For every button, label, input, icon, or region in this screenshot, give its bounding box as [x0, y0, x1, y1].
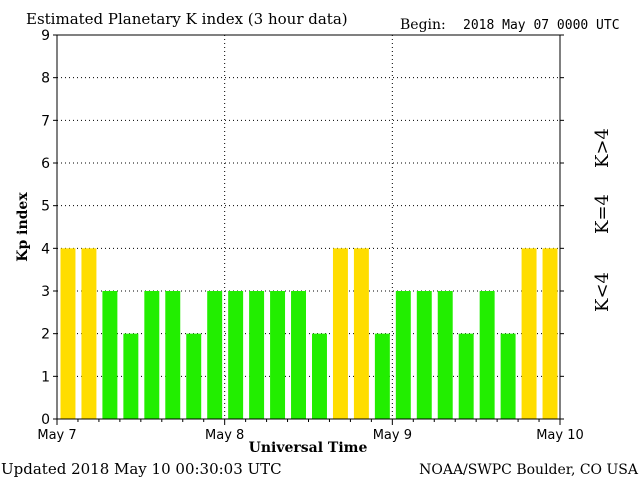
y-tick-label: 5 — [41, 199, 50, 215]
legend-low: K<4 — [592, 272, 613, 312]
legend-high: K>4 — [592, 128, 613, 168]
kp-bar — [144, 291, 160, 419]
kp-bar — [249, 291, 265, 419]
kp-bar — [228, 291, 244, 419]
kp-bar — [458, 333, 474, 419]
legend-mid: K=4 — [592, 194, 613, 234]
kp-bar — [395, 291, 411, 419]
kp-bar — [81, 248, 97, 419]
kp-bar — [332, 248, 348, 419]
y-tick-label: 6 — [41, 156, 50, 172]
chart-title: Estimated Planetary K index (3 hour data… — [26, 10, 348, 28]
y-tick-label: 7 — [41, 113, 50, 129]
y-tick-label: 0 — [41, 412, 50, 428]
y-tick-label: 9 — [41, 28, 50, 44]
plot-area: 0 1 2 3 4 5 6 7 8 9 May 7 May 8 May 9 May 10 — [37, 28, 583, 443]
y-tick-label: 4 — [41, 241, 50, 257]
source-text: NOAA/SWPC Boulder, CO USA — [419, 462, 639, 478]
y-axis-label: Kp index — [15, 192, 31, 262]
y-axis-ticks: 0 1 2 3 4 5 6 7 8 9 — [41, 28, 564, 428]
y-tick-label: 3 — [41, 284, 50, 300]
kp-bar — [165, 291, 181, 419]
kp-bar — [270, 291, 286, 419]
kp-bar — [521, 248, 537, 419]
kp-bar — [207, 291, 223, 419]
kp-bar — [186, 333, 202, 419]
kp-bar — [291, 291, 306, 419]
kp-bar — [374, 333, 390, 419]
x-axis-ticks: May 7 May 8 May 9 May 10 — [37, 419, 584, 443]
kp-bar — [60, 248, 76, 419]
kp-bar — [437, 291, 453, 419]
begin-label: Begin: — [400, 17, 446, 33]
x-tick-label: May 10 — [536, 428, 584, 443]
kp-bar — [353, 248, 369, 419]
kp-bar — [102, 291, 118, 419]
x-axis-label: Universal Time — [249, 440, 368, 456]
bars — [60, 248, 558, 419]
y-tick-label: 2 — [41, 327, 50, 343]
y-tick-label: 1 — [41, 369, 50, 385]
kp-bar — [542, 248, 558, 419]
gridlines — [57, 35, 560, 419]
begin-value: 2018 May 07 0000 UTC — [463, 18, 620, 33]
updated-text: Updated 2018 May 10 00:30:03 UTC — [1, 460, 282, 478]
y-tick-label: 8 — [41, 71, 50, 87]
x-tick-label: May 8 — [205, 428, 244, 443]
kp-bar — [312, 333, 327, 419]
kp-bar — [500, 333, 516, 419]
x-tick-label: May 9 — [373, 428, 412, 443]
kp-bar — [416, 291, 432, 419]
x-tick-label: May 7 — [37, 428, 76, 443]
kp-bar — [479, 291, 495, 419]
kp-bar — [123, 333, 139, 419]
